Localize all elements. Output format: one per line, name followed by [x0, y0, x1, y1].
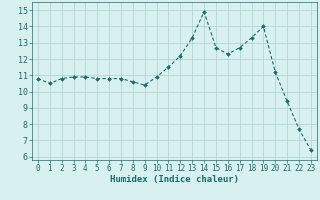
X-axis label: Humidex (Indice chaleur): Humidex (Indice chaleur) [110, 175, 239, 184]
